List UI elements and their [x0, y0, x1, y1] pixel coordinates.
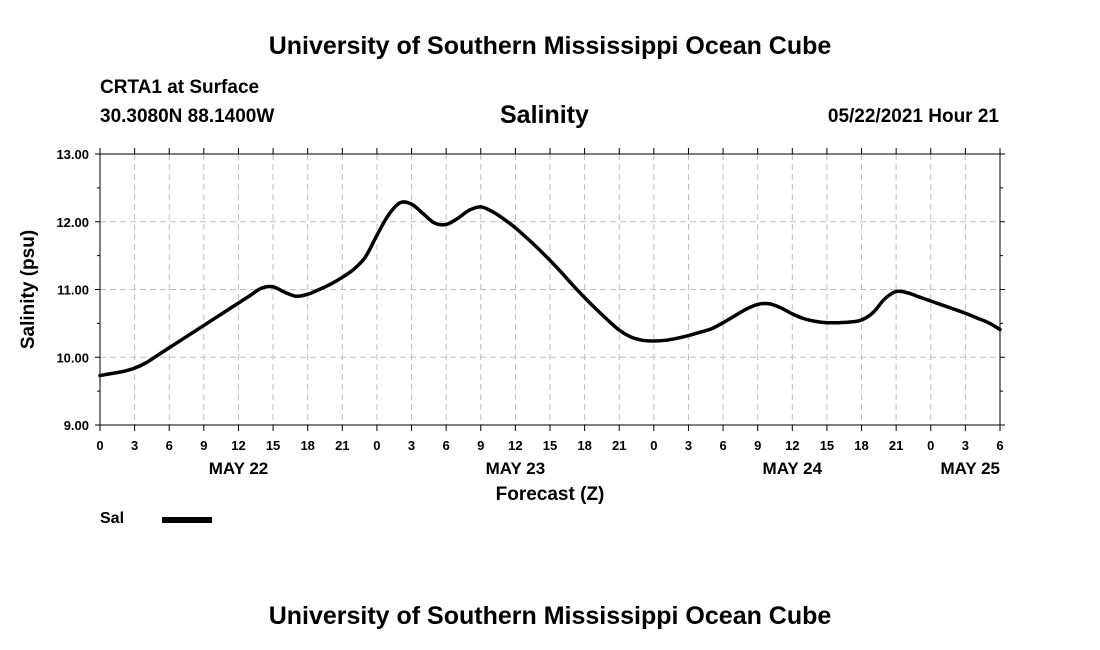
y-tick-label: 13.00: [56, 147, 89, 162]
label-layer: 9.00 10.00 11.00 12.00 13.00 0 3 6 9 12 15 18 21 0 3 6 9…: [18, 147, 1004, 505]
x-tick-label: 18: [854, 438, 868, 453]
x-tick-label: 0: [927, 438, 934, 453]
station-coordinates: 30.3080N 88.1400W: [100, 106, 275, 127]
x-tick-label: 21: [335, 438, 349, 453]
x-tick-label: 18: [577, 438, 591, 453]
y-tick-label: 11.00: [57, 283, 89, 298]
x-tick-label: 18: [300, 438, 314, 453]
x-tick-label: 3: [962, 438, 969, 453]
date-label: MAY 24: [763, 459, 823, 478]
x-tick-label: 9: [477, 438, 484, 453]
x-tick-label: 6: [719, 438, 726, 453]
y-tick-label: 10.00: [56, 350, 89, 365]
station-label: CRTA1 at Surface: [100, 77, 260, 98]
x-tick-label: 6: [166, 438, 173, 453]
x-tick-label: 3: [408, 438, 415, 453]
series-layer: [98, 200, 1002, 378]
bottom-title: University of Southern Mississippi Ocean…: [268, 602, 832, 630]
x-tick-label: 6: [996, 438, 1003, 453]
x-tick-label: 21: [889, 438, 903, 453]
y-tick-label: 12.00: [56, 215, 89, 230]
x-axis-label: Forecast (Z): [496, 484, 605, 505]
x-tick-label: 0: [650, 438, 657, 453]
top-title: University of Southern Mississippi Ocean…: [268, 32, 832, 60]
date-label: MAY 22: [209, 459, 269, 478]
x-tick-label: 0: [96, 438, 103, 453]
y-tick-label: 9.00: [64, 418, 89, 433]
x-tick-label: 3: [685, 438, 692, 453]
x-tick-label: 3: [131, 438, 138, 453]
legend-label: Sal: [100, 510, 125, 527]
legend-swatch: [162, 517, 212, 523]
x-tick-label: 21: [612, 438, 626, 453]
x-tick-label: 12: [231, 438, 245, 453]
grid-layer: [100, 154, 1000, 425]
x-tick-label: 12: [508, 438, 522, 453]
date-label: MAY 25: [940, 459, 1000, 478]
y-axis-label: Salinity (psu): [18, 230, 39, 349]
tick-layer: [95, 148, 1005, 431]
x-tick-label: 15: [820, 438, 834, 453]
x-tick-label: 9: [754, 438, 761, 453]
x-tick-label: 15: [266, 438, 280, 453]
forecast-datetime: 05/22/2021 Hour 21: [827, 106, 999, 127]
series-line-sal: [98, 200, 1002, 378]
date-label: MAY 23: [486, 459, 546, 478]
x-tick-label: 15: [543, 438, 557, 453]
x-tick-label: 6: [443, 438, 450, 453]
x-tick-label: 12: [785, 438, 799, 453]
x-tick-label: 9: [200, 438, 207, 453]
x-tick-label: 0: [373, 438, 380, 453]
chart-title: Salinity: [500, 101, 589, 129]
